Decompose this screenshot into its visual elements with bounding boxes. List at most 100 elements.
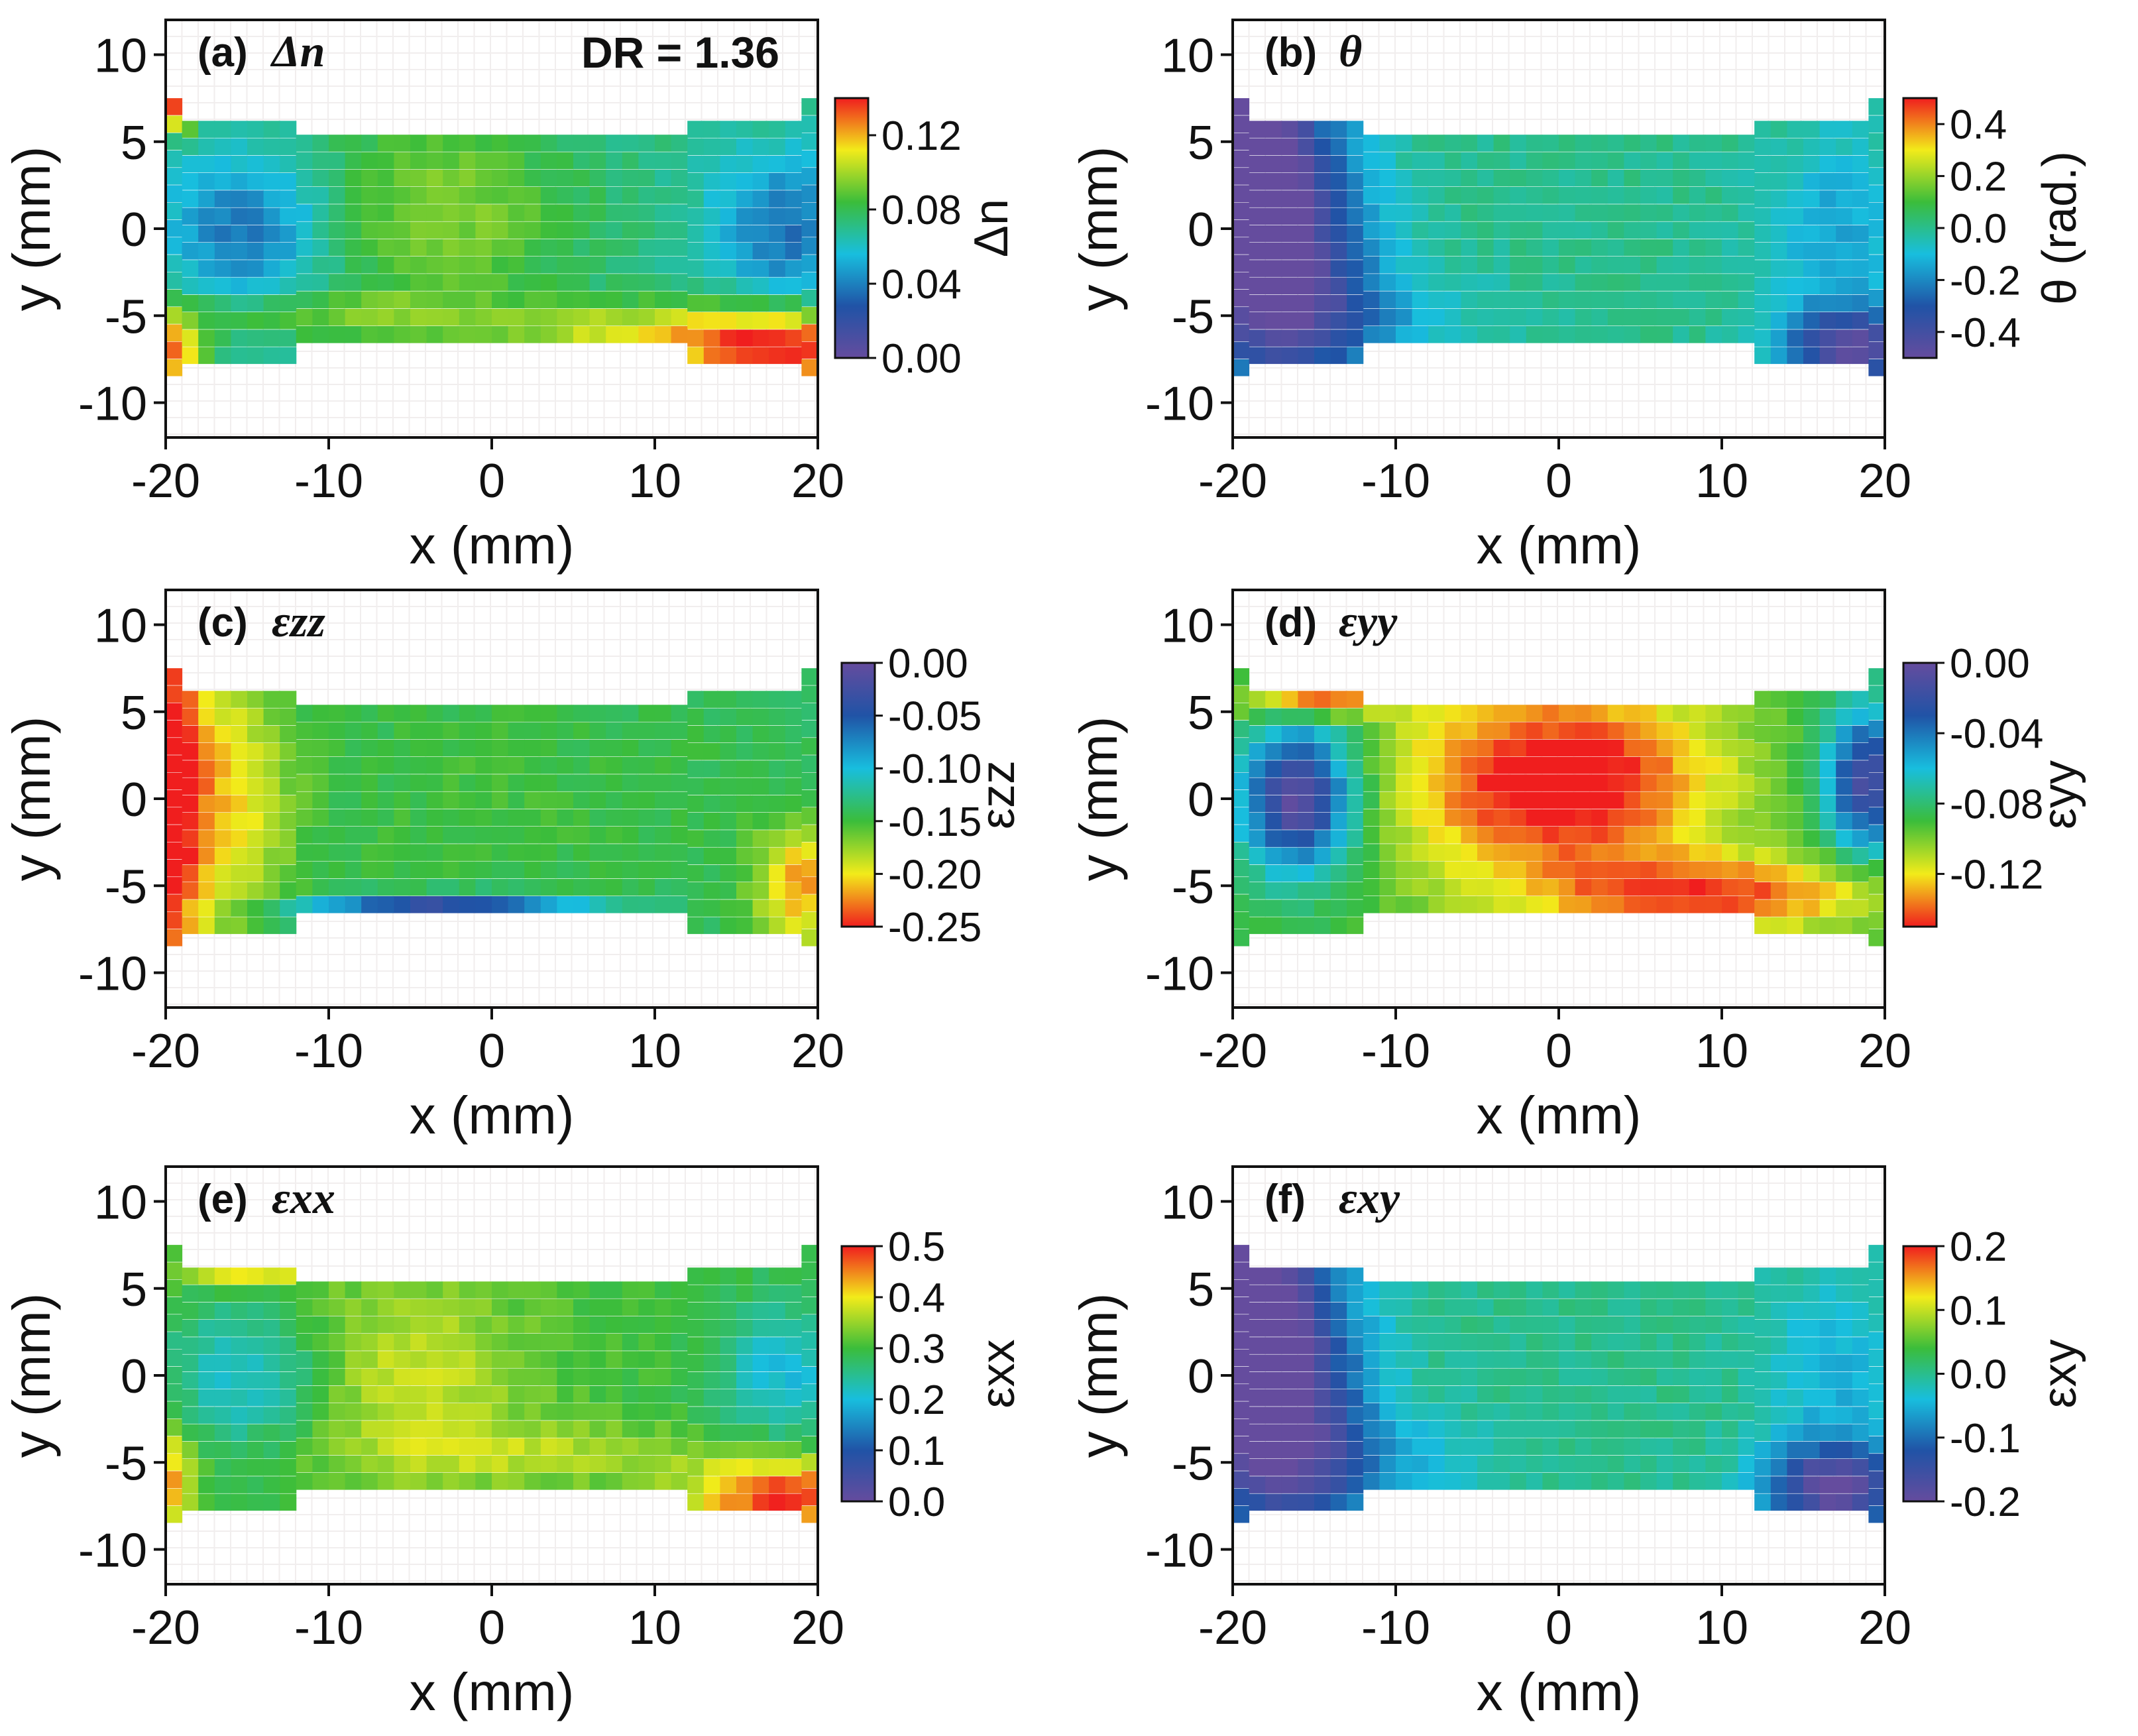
heatmap-cell	[475, 152, 492, 170]
heatmap-cell	[1379, 878, 1396, 896]
heatmap-cell	[166, 1505, 183, 1523]
x-tick-label: 20	[791, 455, 844, 508]
heatmap-cell	[1379, 1368, 1396, 1386]
heatmap-cell	[1819, 708, 1836, 726]
heatmap-cell	[1575, 257, 1592, 274]
heatmap-cell	[736, 1354, 754, 1372]
heatmap-cell	[263, 1407, 280, 1424]
heatmap-cell	[703, 225, 720, 243]
heatmap-cell	[1705, 739, 1722, 757]
heatmap-cell	[606, 757, 623, 774]
heatmap-cell	[1412, 739, 1429, 757]
heatmap-cell	[1852, 138, 1869, 156]
heatmap-cell	[1314, 1285, 1331, 1302]
heatmap-cell	[1298, 1459, 1315, 1476]
heatmap-cell	[1852, 864, 1869, 882]
heatmap-cell	[1754, 294, 1772, 312]
heatmap-cell	[231, 813, 248, 830]
heatmap-cell	[1444, 896, 1461, 913]
heatmap-cell	[524, 187, 541, 204]
heatmap-cell	[589, 1316, 606, 1334]
heatmap-cell	[1379, 257, 1396, 274]
heatmap-cell	[1493, 135, 1510, 152]
heatmap-cell	[1281, 1337, 1298, 1354]
heatmap-cell	[280, 708, 297, 726]
heatmap-cell	[1379, 135, 1396, 152]
heatmap-cell	[638, 1473, 655, 1490]
colorbar-tick-label: 0.5	[888, 1224, 945, 1270]
heatmap-cell	[1461, 844, 1478, 861]
heatmap-cell	[1233, 1401, 1250, 1418]
colorbar-tick-label: -0.04	[1950, 711, 2043, 757]
heatmap-cell	[785, 899, 802, 917]
heatmap-cell	[231, 743, 248, 760]
heatmap-cell	[1233, 115, 1250, 133]
heatmap-cell	[1281, 1493, 1298, 1511]
heatmap-cell	[361, 896, 378, 913]
heatmap-cell	[1803, 1424, 1821, 1442]
heatmap-cell	[1281, 1441, 1298, 1459]
heatmap-cell	[1249, 121, 1266, 138]
heatmap-cell	[1298, 778, 1315, 795]
heatmap-cell	[557, 722, 574, 740]
heatmap-cell	[736, 277, 754, 295]
heatmap-cell	[1314, 294, 1331, 312]
heatmap-cell	[1444, 169, 1461, 187]
heatmap-cell	[410, 152, 427, 170]
heatmap-cell	[1819, 778, 1836, 795]
heatmap-cell	[475, 1351, 492, 1368]
heatmap-cell	[1233, 1418, 1250, 1436]
heatmap-cell	[1412, 1316, 1429, 1334]
heatmap-cell	[1689, 1420, 1706, 1438]
heatmap-cell	[752, 1407, 769, 1424]
heatmap-cell	[1444, 861, 1461, 879]
panel-label: (d)	[1265, 600, 1317, 646]
heatmap-cell	[1314, 795, 1331, 813]
heatmap-cell	[1526, 1281, 1543, 1299]
heatmap-cell	[606, 844, 623, 861]
heatmap-cell	[801, 219, 818, 237]
heatmap-cell	[638, 169, 655, 187]
heatmap-cell	[443, 1473, 460, 1490]
heatmap-cell	[1379, 1385, 1396, 1403]
colorbar-title: Δn	[965, 199, 1018, 257]
heatmap-cell	[736, 1389, 754, 1407]
heatmap-cell	[1510, 705, 1527, 722]
heatmap-cell	[671, 152, 688, 170]
heatmap-cell	[263, 708, 280, 726]
heatmap-cell	[785, 795, 802, 813]
heatmap-cell	[1396, 257, 1413, 274]
heatmap-cell	[1281, 1459, 1298, 1476]
heatmap-cell	[443, 169, 460, 187]
heatmap-cell	[1754, 864, 1772, 882]
heatmap-cell	[752, 121, 769, 138]
heatmap-cell	[1868, 1366, 1885, 1384]
heatmap-cell	[1363, 326, 1380, 343]
heatmap-cell	[1542, 844, 1559, 861]
heatmap-cell	[524, 291, 541, 309]
heatmap-cell	[1640, 827, 1658, 844]
heatmap-cell	[1819, 173, 1836, 190]
heatmap-cell	[671, 1281, 688, 1299]
heatmap-cell	[263, 207, 280, 225]
heatmap-cell	[329, 1403, 346, 1420]
heatmap-cell	[1754, 1354, 1772, 1372]
heatmap-cell	[1493, 274, 1510, 291]
heatmap-cell	[1624, 1334, 1641, 1351]
heatmap-cell	[1624, 878, 1641, 896]
heatmap-cell	[1656, 169, 1673, 187]
heatmap-cell	[1836, 813, 1853, 830]
y-tick-label: -10	[1145, 378, 1214, 431]
heatmap-cell	[1803, 121, 1821, 138]
heatmap-cell	[1705, 861, 1722, 879]
heatmap-cell	[198, 207, 215, 225]
heatmap-cell	[214, 1285, 231, 1302]
heatmap-cell	[1233, 150, 1250, 168]
heatmap-cell	[752, 207, 769, 225]
heatmap-cell	[801, 1314, 818, 1332]
heatmap-cell	[1689, 1473, 1706, 1490]
heatmap-cell	[214, 847, 231, 865]
heatmap-cell	[1298, 1389, 1315, 1407]
heatmap-cell	[280, 173, 297, 190]
heatmap-cell	[703, 1441, 720, 1459]
